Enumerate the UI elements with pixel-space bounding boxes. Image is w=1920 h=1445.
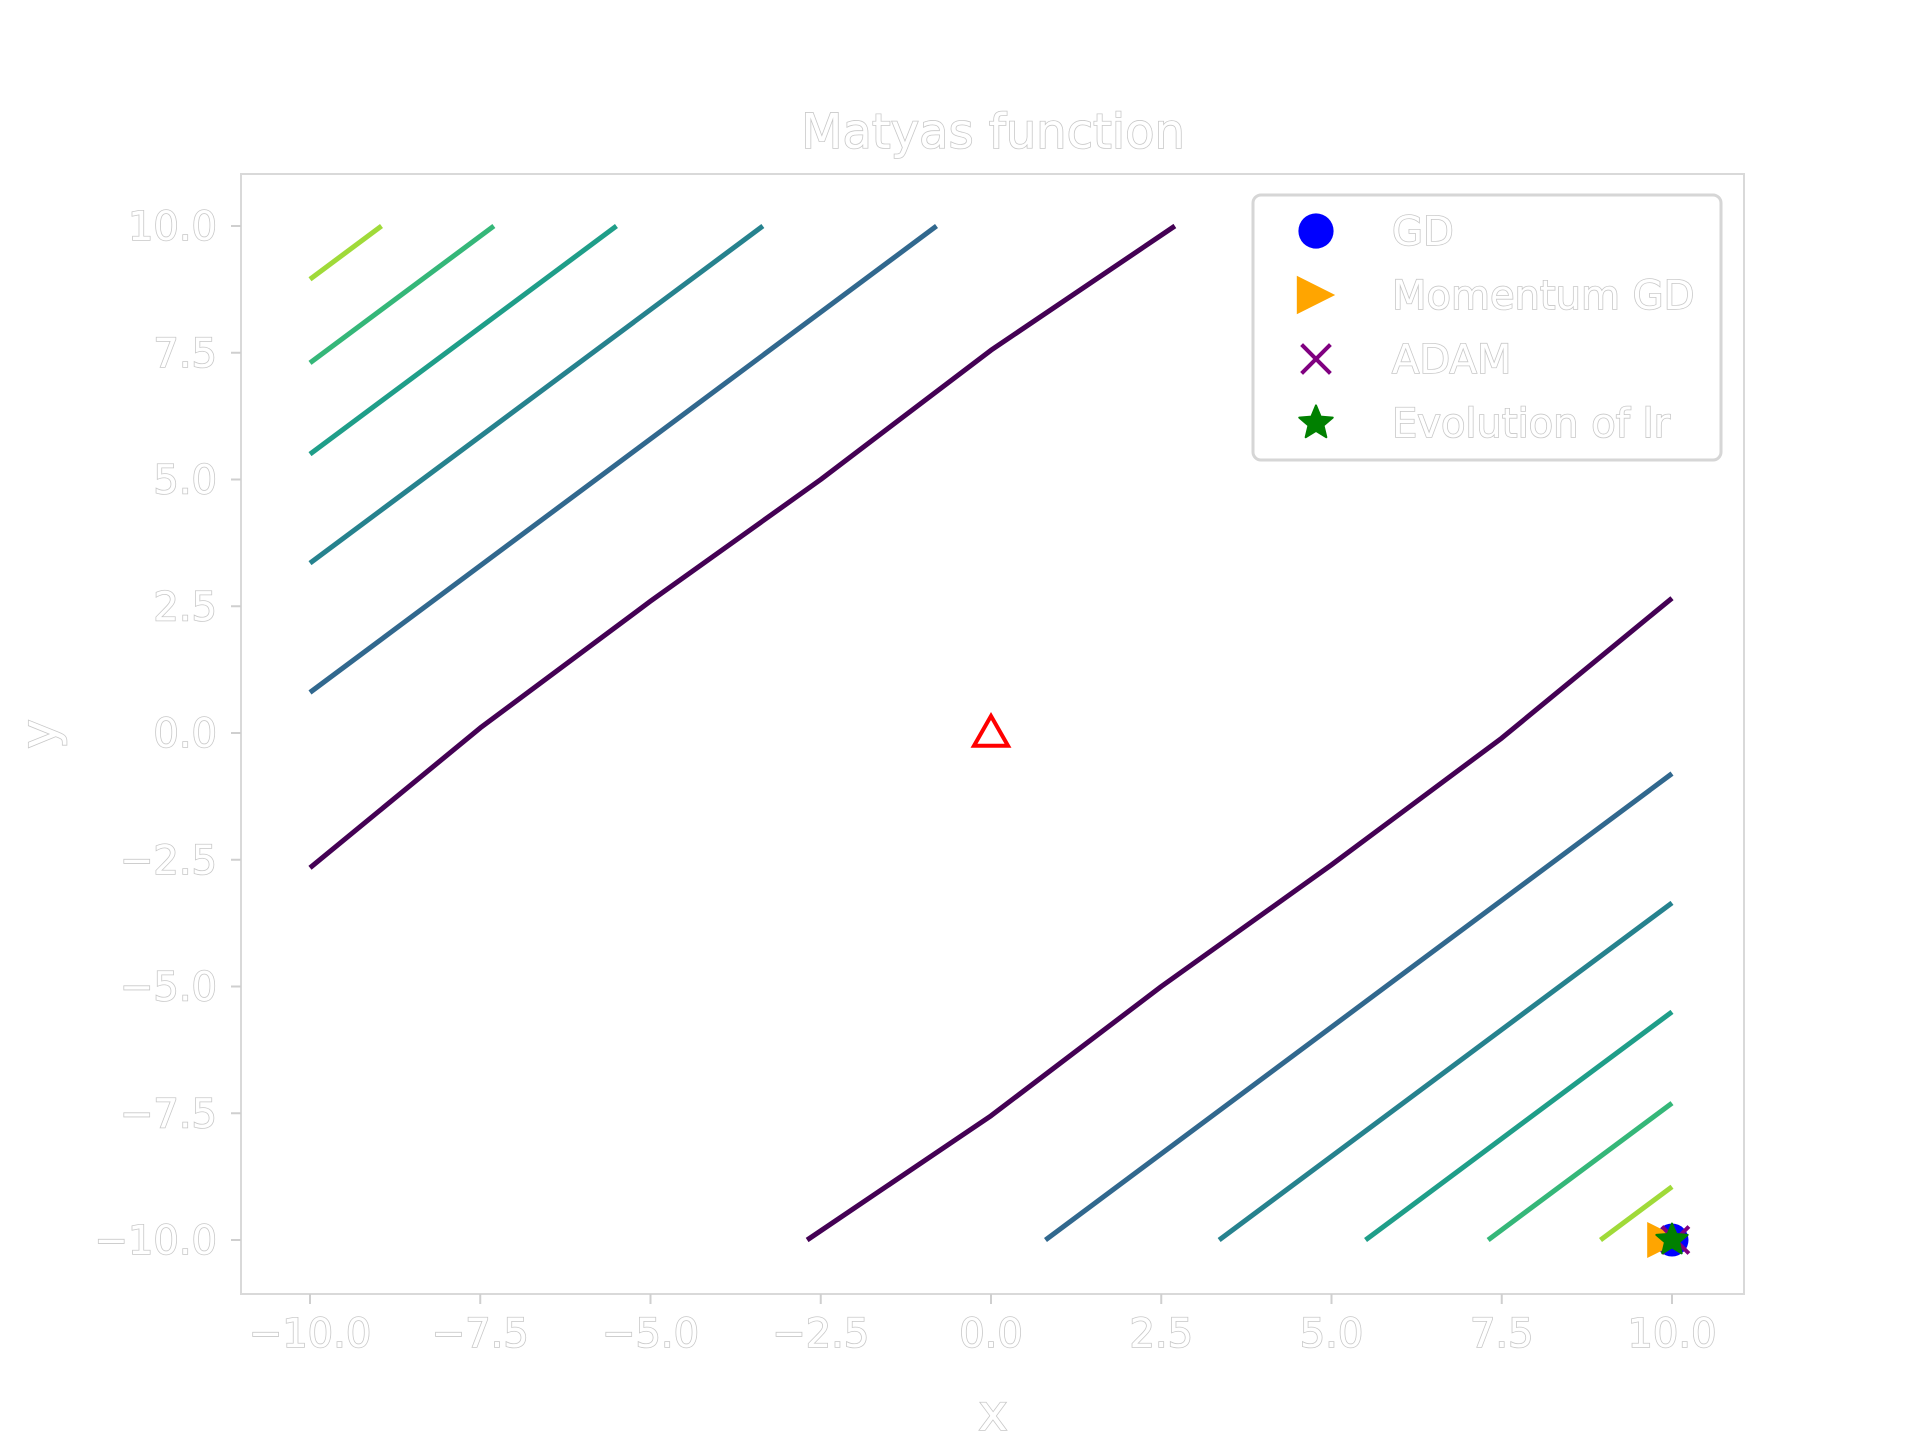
x-tick-label: −5.0 — [602, 1311, 699, 1357]
legend-star-icon — [1298, 404, 1334, 439]
y-axis-label: y — [10, 719, 68, 749]
y-tick-label: −10.0 — [94, 1218, 217, 1264]
axes-layer: −10.0 −7.5 −5.0 −2.5 0.0 2.5 5.0 7.5 10.0 −10.0 −7… — [94, 203, 1718, 1358]
x-tick-label: 0.0 — [959, 1311, 1023, 1357]
series-layer — [1647, 1222, 1691, 1258]
x-tick-label: −10.0 — [249, 1311, 372, 1357]
y-tick-label: 5.0 — [153, 458, 217, 504]
contour-line-5-1 — [1598, 1184, 1674, 1243]
legend-label: ADAM — [1392, 337, 1511, 383]
x-axis-label: x — [978, 1384, 1008, 1440]
legend-label: Momentum GD — [1392, 273, 1694, 319]
marker-layer — [970, 711, 1012, 748]
contour-line-1-0 — [308, 223, 939, 695]
x-tick-label: 5.0 — [1300, 1311, 1364, 1357]
evolution-of-lr-point — [1655, 1222, 1689, 1255]
y-tick-label: −7.5 — [120, 1091, 217, 1137]
x-tick-label: 2.5 — [1129, 1311, 1193, 1357]
y-tick-label: 0.0 — [153, 711, 217, 757]
contour-layer — [308, 223, 1674, 1243]
contour-line-0-0 — [308, 223, 1177, 870]
legend-circle-icon — [1298, 213, 1334, 249]
contour-line-3-0 — [308, 223, 618, 457]
legend-label: Evolution of lr — [1392, 401, 1671, 447]
contour-line-5-0 — [308, 223, 383, 282]
contour-line-1-1 — [1043, 771, 1674, 1243]
contour-line-4-1 — [1486, 1101, 1674, 1243]
y-tick-label: 7.5 — [153, 331, 217, 377]
legend-label: GD — [1392, 209, 1454, 255]
x-tick-label: −7.5 — [432, 1311, 529, 1357]
legend-triangle-right-icon — [1296, 275, 1336, 315]
x-tick-label: 7.5 — [1470, 1311, 1534, 1357]
x-tick-label: 10.0 — [1627, 1311, 1716, 1357]
contour-line-2-1 — [1217, 900, 1674, 1243]
contour-line-4-0 — [308, 223, 496, 365]
y-tick-label: −2.5 — [120, 838, 217, 884]
contour-line-3-1 — [1364, 1009, 1674, 1243]
contour-line-0-1 — [805, 596, 1674, 1243]
legend-box — [1251, 193, 1723, 462]
minimum-marker — [970, 711, 1012, 748]
y-tick-label: −5.0 — [120, 965, 217, 1011]
contour-line-2-0 — [308, 223, 765, 566]
y-tick-label: 10.0 — [128, 204, 217, 250]
y-tick-label: 2.5 — [153, 584, 217, 630]
legend-x-icon — [1300, 343, 1332, 375]
chart-title: Matyas function — [801, 104, 1185, 160]
x-tick-label: −2.5 — [772, 1311, 869, 1357]
legend: GD Momentum GD ADAM Evolution of lr — [1251, 193, 1723, 462]
